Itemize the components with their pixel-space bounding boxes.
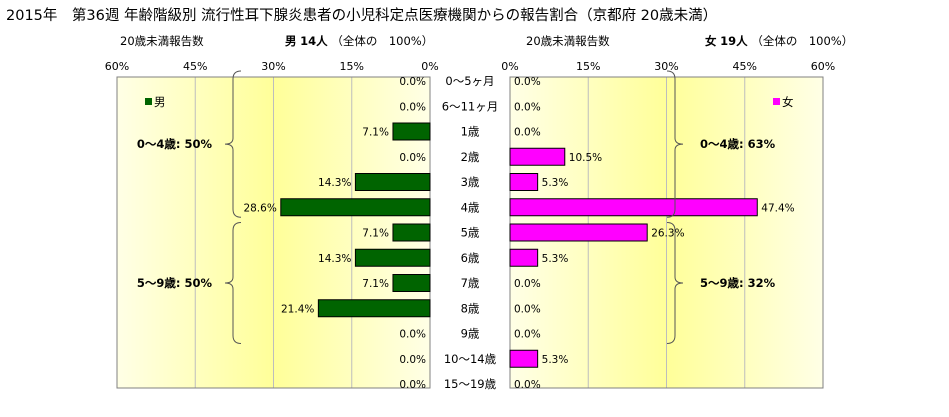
value-label-female: 5.3% xyxy=(542,177,569,189)
value-label-male: 7.1% xyxy=(362,127,389,139)
x-tick-right: 15% xyxy=(576,60,600,73)
right-header-total: （全体の 100%） xyxy=(751,34,854,48)
x-tick-right: 0% xyxy=(501,60,518,73)
category-label: 7歳 xyxy=(461,276,480,290)
category-label: 10～14歳 xyxy=(444,352,497,366)
left-header-sex: 男 xyxy=(285,34,297,48)
category-label: 5歳 xyxy=(461,226,480,240)
right-header-sex: 女 xyxy=(705,34,717,48)
category-label: 4歳 xyxy=(461,200,480,214)
value-label-male: 14.3% xyxy=(318,177,351,189)
brace-left xyxy=(224,70,242,218)
value-label-female: 0.0% xyxy=(514,278,541,290)
category-label: 1歳 xyxy=(461,125,480,139)
value-label-female: 0.0% xyxy=(514,379,541,391)
value-label-male: 7.1% xyxy=(362,278,389,290)
value-label-male: 0.0% xyxy=(399,379,426,391)
bar-male xyxy=(354,248,431,267)
x-tick-left: 15% xyxy=(340,60,364,73)
value-label-female: 0.0% xyxy=(514,127,541,139)
value-label-female: 26.3% xyxy=(651,228,684,240)
bar-male xyxy=(280,198,431,217)
bar-female xyxy=(509,349,539,368)
value-label-male: 0.0% xyxy=(399,354,426,366)
x-tick-left: 45% xyxy=(183,60,207,73)
category-label: 8歳 xyxy=(461,301,480,315)
value-label-male: 21.4% xyxy=(281,303,314,315)
left-header-count: 14人 xyxy=(300,34,328,48)
brace-left xyxy=(224,222,242,344)
bar-female xyxy=(509,223,648,242)
annotation-left: 0～4歳: 50% xyxy=(137,137,213,151)
left-header-stats: 男 14人 （全体の 100%） xyxy=(285,33,433,49)
right-header-label: 20歳未満報告数 xyxy=(526,34,610,48)
bar-female xyxy=(509,248,539,267)
brace-right xyxy=(666,70,684,218)
x-tick-left: 30% xyxy=(261,60,285,73)
value-label-female: 0.0% xyxy=(514,329,541,341)
brace-right xyxy=(666,222,684,344)
bar-male xyxy=(392,122,431,141)
annotation-right: 0～4歳: 63% xyxy=(700,137,776,151)
value-label-female: 0.0% xyxy=(514,303,541,315)
bar-female xyxy=(509,173,539,191)
legend-swatch-male xyxy=(145,98,152,105)
bar-male xyxy=(317,299,431,318)
right-header-count: 19人 xyxy=(720,34,748,48)
value-label-female: 0.0% xyxy=(514,101,541,113)
category-label: 15～19歳 xyxy=(444,377,497,391)
value-label-male: 28.6% xyxy=(243,202,276,214)
value-label-female: 0.0% xyxy=(514,76,541,88)
x-tick-left: 60% xyxy=(105,60,129,73)
value-label-female: 5.3% xyxy=(542,354,569,366)
bar-female xyxy=(509,198,758,217)
value-label-male: 0.0% xyxy=(399,101,426,113)
value-label-female: 5.3% xyxy=(542,253,569,265)
category-label: 9歳 xyxy=(461,327,480,341)
value-label-male: 14.3% xyxy=(318,253,351,265)
value-label-female: 47.4% xyxy=(761,202,794,214)
category-label: 3歳 xyxy=(461,175,480,189)
bar-female xyxy=(509,147,566,166)
annotation-left: 5～9歳: 50% xyxy=(137,276,213,290)
category-label: 6～11ヶ月 xyxy=(442,99,498,113)
x-tick-right: 30% xyxy=(654,60,678,73)
x-tick-right: 60% xyxy=(811,60,835,73)
bar-male xyxy=(392,223,431,242)
annotation-right: 5～9歳: 32% xyxy=(700,276,776,290)
category-label: 6歳 xyxy=(461,251,480,265)
value-label-male: 0.0% xyxy=(399,329,426,341)
value-label-male: 0.0% xyxy=(399,76,426,88)
x-tick-right: 45% xyxy=(733,60,757,73)
right-header-stats: 女 19人 （全体の 100%） xyxy=(705,33,853,49)
legend-label-male: 男 xyxy=(154,95,166,109)
legend-swatch-female xyxy=(773,98,780,105)
bar-male xyxy=(392,274,431,292)
value-label-female: 10.5% xyxy=(569,152,602,164)
value-label-male: 0.0% xyxy=(399,152,426,164)
left-header-label: 20歳未満報告数 xyxy=(120,34,204,48)
category-label: 2歳 xyxy=(461,150,480,164)
value-label-male: 7.1% xyxy=(362,228,389,240)
category-label: 0～5ヶ月 xyxy=(445,74,494,88)
x-tick-left: 0% xyxy=(421,60,438,73)
chart-title: 2015年 第36週 年齢階級別 流行性耳下腺炎患者の小児科定点医療機関からの報… xyxy=(6,8,718,24)
left-header-total: （全体の 100%） xyxy=(331,34,434,48)
legend-label-female: 女 xyxy=(782,95,794,109)
bar-male xyxy=(354,173,431,191)
